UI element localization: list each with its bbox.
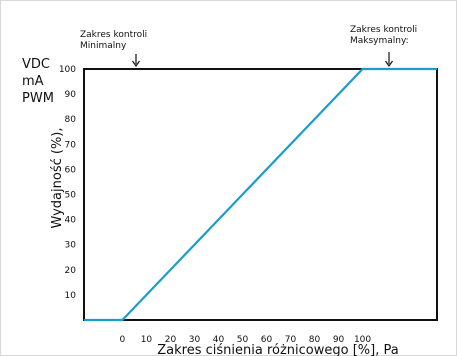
plot-area (83, 68, 438, 321)
y-tick-label: 60 (65, 165, 77, 175)
y-tick-label: 30 (65, 241, 77, 251)
x-tick-label: 100 (354, 335, 371, 345)
y-tick-label: 20 (65, 266, 77, 276)
y-tick-label: 40 (65, 216, 77, 226)
annotation-min-arrow (132, 54, 140, 68)
y-unit-vdc: VDC (22, 57, 50, 72)
y-tick-label: 80 (65, 115, 77, 125)
y-tick-label: 10 (65, 291, 77, 301)
x-tick-label: 70 (285, 335, 297, 345)
x-tick-labels: 0 10 20 30 40 50 60 70 80 90 100 (120, 335, 372, 345)
y-unit-ma: mA (22, 74, 44, 89)
x-tick-label: 50 (237, 335, 249, 345)
y-tick-label: 70 (65, 140, 77, 150)
y-axis-label: Wydajność (%), (50, 127, 65, 228)
y-tick-labels: 10 20 30 40 50 60 70 80 90 100 (59, 65, 76, 301)
x-tick-label: 30 (189, 335, 201, 345)
x-tick-label: 40 (213, 335, 225, 345)
x-tick-label: 20 (165, 335, 177, 345)
series-line (84, 67, 437, 322)
series-group (84, 67, 437, 322)
x-tick-label: 10 (141, 335, 153, 345)
x-axis-label: Zakres ciśnienia różnicowego [%], Pa (157, 343, 398, 356)
annotation-min-line1: Zakres kontroli (80, 30, 147, 40)
annotation-max-arrow (385, 52, 393, 68)
x-tick-label: 80 (309, 335, 321, 345)
x-tick-label: 90 (333, 335, 345, 345)
annotation-min-line2: Minimalny (80, 41, 127, 51)
y-tick-label: 90 (65, 90, 77, 100)
y-tick-label: 100 (59, 65, 76, 75)
y-tick-label: 50 (65, 191, 77, 201)
x-tick-label: 0 (120, 335, 126, 345)
annotation-max-line1: Zakres kontroli (350, 25, 417, 35)
x-tick-label: 60 (261, 335, 273, 345)
y-unit-pwm: PWM (22, 91, 54, 106)
annotation-max-line2: Maksymalny: (350, 36, 409, 46)
